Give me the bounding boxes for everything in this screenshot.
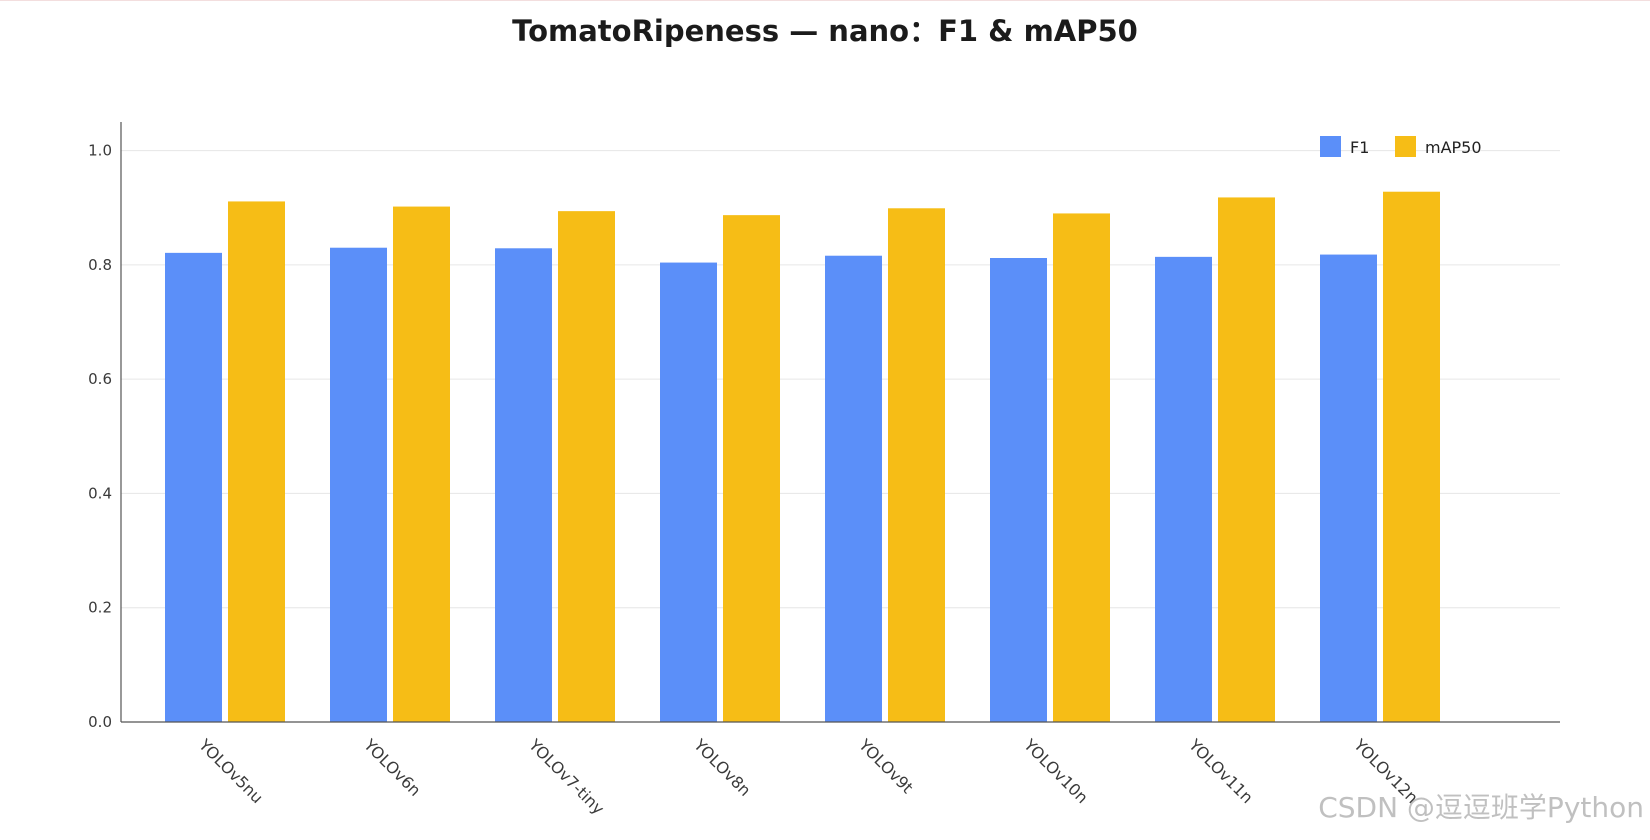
- x-tick-label: YOLOv8n: [689, 735, 754, 800]
- y-tick-label: 0.6: [88, 370, 112, 388]
- legend-label: F1: [1350, 138, 1369, 157]
- legend-swatch: [1320, 136, 1341, 157]
- legend-swatch: [1395, 136, 1416, 157]
- y-tick-label: 0.8: [88, 256, 112, 274]
- legend-item-f1[interactable]: F1: [1320, 136, 1369, 157]
- bar-map50-yolov11n[interactable]: [1218, 197, 1275, 722]
- legend-item-map50[interactable]: mAP50: [1395, 136, 1482, 157]
- top-border: [0, 0, 1650, 1]
- x-tick-label: YOLOv6n: [359, 735, 424, 800]
- watermark: CSDN @逗逗班学Python: [1318, 791, 1644, 824]
- bars: [165, 191, 1440, 723]
- y-tick-labels: 0.0 0.2 0.4 0.6 0.8 1.0: [88, 142, 112, 731]
- bar-map50-yolov6n[interactable]: [393, 206, 450, 723]
- x-tick-label: YOLOv10n: [1019, 735, 1091, 807]
- y-tick-label: 0.2: [88, 599, 112, 617]
- legend[interactable]: F1 mAP50: [1320, 136, 1482, 157]
- x-tick-labels: YOLOv5nu YOLOv6n YOLOv7-tiny YOLOv8n YOLOv9t…: [194, 735, 1421, 819]
- bar-f1-yolov6n[interactable]: [330, 247, 387, 722]
- y-tick-label: 0.4: [88, 484, 112, 502]
- bar-f1-yolov9t[interactable]: [825, 255, 882, 722]
- bar-map50-yolov10n[interactable]: [1053, 213, 1110, 722]
- bar-map50-yolov7-tiny[interactable]: [558, 211, 615, 722]
- x-tick-label: YOLOv5nu: [194, 735, 266, 807]
- legend-label: mAP50: [1425, 138, 1482, 157]
- y-tick-label: 0.0: [88, 713, 112, 731]
- bar-f1-yolov8n[interactable]: [660, 262, 717, 722]
- x-tick-label: YOLOv7-tiny: [524, 735, 608, 819]
- x-tick-label: YOLOv9t: [854, 735, 916, 797]
- bar-map50-yolov8n[interactable]: [723, 215, 780, 722]
- bar-f1-yolov10n[interactable]: [990, 258, 1047, 722]
- x-tick-label: YOLOv11n: [1184, 735, 1256, 807]
- bar-f1-yolov5nu[interactable]: [165, 252, 222, 722]
- bar-f1-yolov7-tiny[interactable]: [495, 248, 552, 723]
- chart-title: TomatoRipeness — nano：F1 & mAP50: [512, 14, 1138, 48]
- bar-map50-yolov5nu[interactable]: [228, 201, 285, 722]
- bar-map50-yolov12n[interactable]: [1383, 191, 1440, 722]
- y-tick-label: 1.0: [88, 142, 112, 160]
- bar-f1-yolov11n[interactable]: [1155, 256, 1212, 722]
- bar-f1-yolov12n[interactable]: [1320, 254, 1377, 723]
- axes: [120, 122, 1560, 723]
- bar-map50-yolov9t[interactable]: [888, 208, 945, 723]
